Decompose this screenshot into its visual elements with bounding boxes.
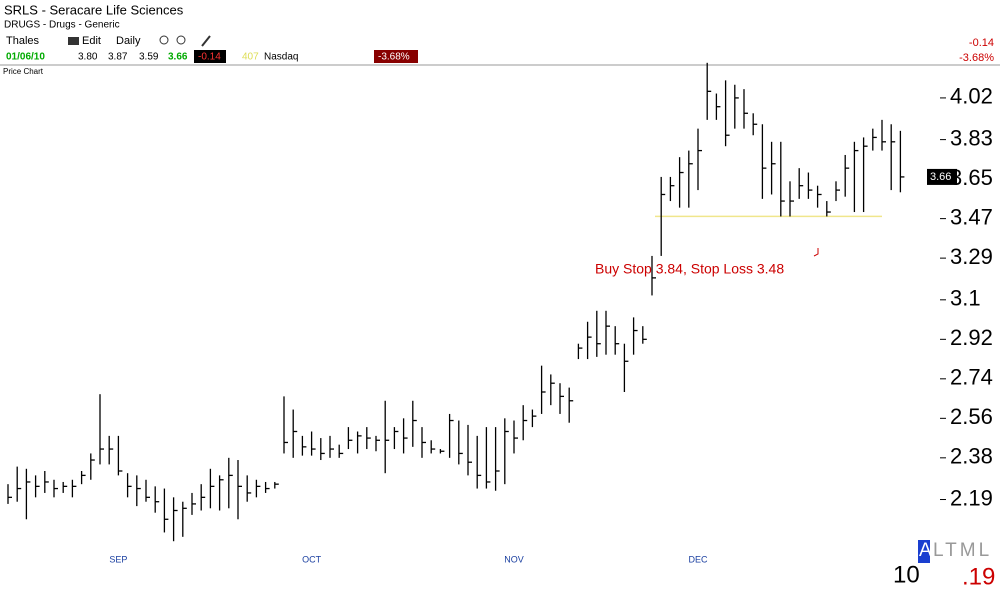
annotation: Buy Stop 3.84, Stop Loss 3.48 [595, 261, 784, 277]
y-tick-label: 2.74 [950, 365, 993, 390]
x-tick-label: NOV [504, 554, 524, 564]
chart-icon[interactable] [68, 37, 79, 45]
y-tick-label: 3.47 [950, 204, 993, 229]
menu-daily[interactable]: Daily [116, 35, 141, 47]
y-tick-label: 3.29 [950, 244, 993, 269]
y-tick-label: 2.19 [950, 485, 993, 510]
quote-percent: -3.68% [378, 52, 410, 63]
panel-title: Price Chart [3, 67, 44, 76]
y-tick-label: 2.92 [950, 325, 993, 350]
percent-box [374, 50, 418, 63]
quote-low: 3.59 [139, 52, 159, 63]
change-box [194, 50, 226, 63]
symbol: SRLS - Seracare Life Sciences [4, 2, 184, 17]
y-tick-label: 3.83 [950, 125, 993, 150]
y-tick-label: 2.38 [950, 444, 993, 469]
zoom-out[interactable] [176, 35, 186, 45]
right-percent: -3.68% [959, 52, 994, 64]
draw-tool[interactable] [201, 35, 211, 47]
quote-volume: 407 [242, 52, 259, 63]
right-change: -0.14 [969, 37, 994, 49]
quote-last: 3.66 [168, 52, 188, 63]
menu-thales[interactable]: Thales [6, 35, 40, 47]
tab-highlight [918, 540, 930, 563]
zoom-in[interactable] [159, 35, 169, 45]
quote-date: 01/06/10 [6, 52, 45, 63]
x-tick-label: DEC [688, 554, 708, 564]
menu-edit[interactable]: Edit [82, 35, 101, 47]
industry: DRUGS - Drugs - Generic [4, 20, 120, 31]
y-tick-label: 4.02 [950, 84, 993, 109]
annotation-tick [813, 248, 819, 257]
quote-exchange: Nasdaq [264, 52, 298, 63]
x-tick-label: OCT [302, 554, 322, 564]
tab-rest[interactable]: LTML [933, 540, 992, 561]
x-tick-label: SEP [109, 554, 127, 564]
quote-high: 3.87 [108, 52, 128, 63]
plot: 2.19 2.38 2.56 2.74 2.92 3.1 3.29 3.47 3.65 3.83 4… [7, 62, 993, 564]
y-tick-label: 2.56 [950, 404, 993, 429]
last-price: 3.66 [930, 171, 951, 183]
tab-active[interactable]: A [919, 540, 932, 561]
last-price-box [927, 168, 957, 185]
quote-change: -0.14 [198, 52, 221, 63]
y-tick-label: 3.65 [950, 165, 993, 190]
quote-open: 3.80 [78, 52, 98, 63]
footer-value: .19 [962, 563, 995, 590]
footer-count: 10 [893, 561, 920, 588]
y-tick-label: 3.1 [950, 286, 981, 311]
